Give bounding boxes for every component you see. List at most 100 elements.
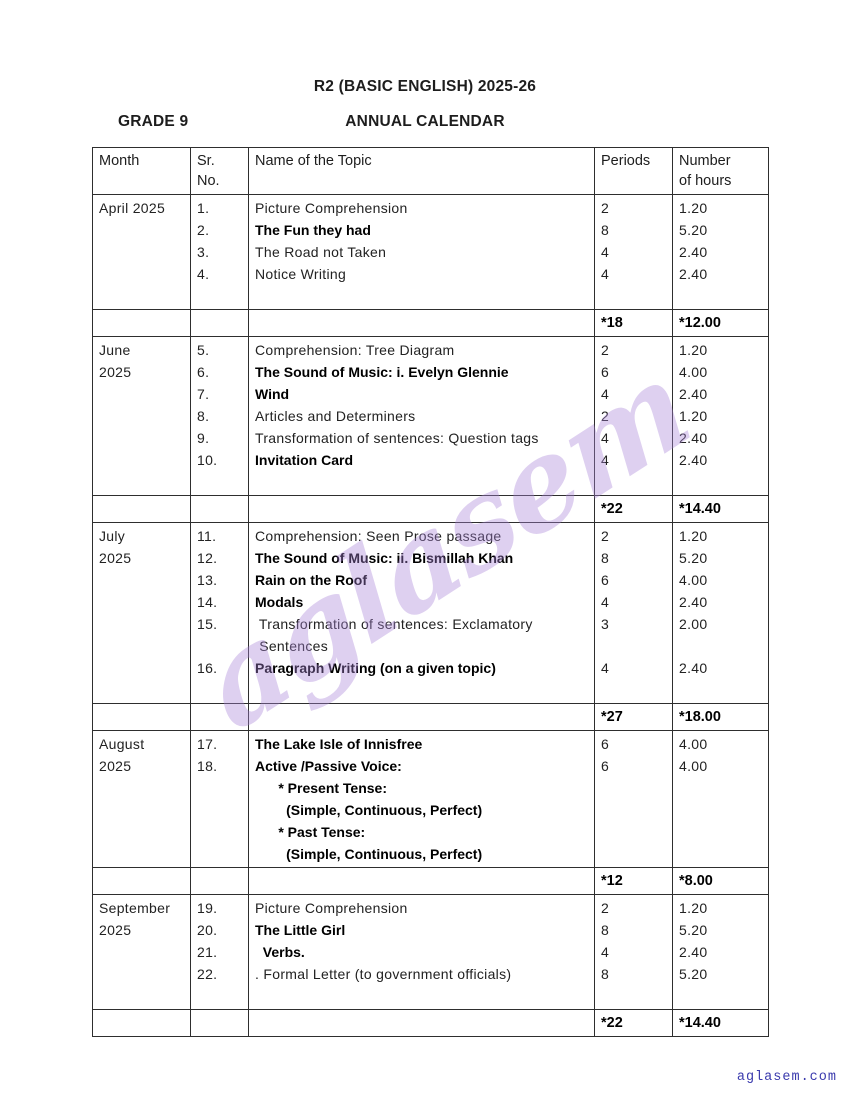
topic-line: Picture Comprehension — [255, 200, 408, 216]
topic-line — [255, 679, 588, 701]
topic-line: The Sound of Music: i. Evelyn Glennie — [255, 364, 509, 380]
annual-calendar-title: ANNUAL CALENDAR — [345, 113, 505, 130]
total-periods-cell: *22 — [594, 1009, 673, 1037]
total-hours-cell: *18.00 — [672, 703, 769, 731]
month-cell: July 2025 — [92, 522, 191, 704]
sr-no-line: 20. — [197, 922, 218, 938]
month-row: September 2025 19. 20. 21. 22. Picture Compre… — [92, 894, 769, 1010]
hours-cell: 4.00 4.00 — [672, 730, 769, 868]
header-row: Month Sr. No. Name of the Topic Periods … — [92, 147, 769, 195]
topic-line: Notice Writing — [255, 266, 347, 282]
sr-no-line — [197, 799, 242, 821]
total-topic-value — [255, 498, 588, 520]
sr-no-line: 22. — [197, 966, 218, 982]
header-periods-label: Periods — [601, 153, 651, 169]
periods-line: 2 — [601, 528, 610, 544]
total-topic-value — [255, 1012, 588, 1034]
annual-calendar-table: Month Sr. No. Name of the Topic Periods … — [92, 147, 769, 1037]
header-sr-no: Sr. No. — [190, 147, 249, 195]
header-hours-line1: Number — [679, 153, 731, 169]
month-row: June 2025 5. 6. 7. 8. 9. 10. Comprehension: Tre… — [92, 336, 769, 496]
hours-line: 2.40 — [679, 430, 708, 446]
topic-line: Comprehension: Seen Prose passage — [255, 528, 502, 544]
month-line: June — [99, 342, 131, 358]
hours-line: 2.40 — [679, 594, 708, 610]
total-topic-cell — [248, 495, 595, 523]
total-srno-value — [197, 1012, 242, 1034]
month-cell: April 2025 — [92, 194, 191, 310]
periods-line — [601, 471, 666, 493]
total-srno-value — [197, 870, 242, 892]
month-row: August 2025 17. 18. The Lake Isle of Innisf… — [92, 730, 769, 868]
periods-cell: 2 8 6 4 3 4 — [594, 522, 673, 704]
topic-cell: Comprehension: Seen Prose passage The Sou… — [248, 522, 595, 704]
topic-line: The Fun they had — [255, 222, 371, 238]
month-line: August — [99, 736, 145, 752]
total-srno-value — [197, 706, 242, 728]
sr-no-cell: 1. 2. 3. 4. — [190, 194, 249, 310]
total-month-cell — [92, 495, 191, 523]
periods-line: 4 — [601, 594, 610, 610]
topic-cell: The Lake Isle of Innisfree Active /Passiv… — [248, 730, 595, 868]
total-hours-value: *8.00 — [679, 873, 713, 889]
total-hours-value: *14.40 — [679, 1015, 721, 1031]
total-periods-value: *22 — [601, 1015, 623, 1031]
topic-line — [255, 985, 588, 1007]
periods-line: 3 — [601, 616, 610, 632]
periods-line: 8 — [601, 922, 610, 938]
sr-no-line — [197, 777, 242, 799]
month-line: 2025 — [99, 922, 132, 938]
periods-cell: 2 8 4 8 — [594, 894, 673, 1010]
sr-no-cell: 5. 6. 7. 8. 9. 10. — [190, 336, 249, 496]
total-month-value — [99, 498, 184, 520]
sr-no-line — [197, 821, 242, 843]
month-line: 2025 — [99, 758, 132, 774]
sr-no-line: 11. — [197, 528, 217, 544]
month-line: September — [99, 900, 171, 916]
hours-cell: 1.20 5.20 4.00 2.40 2.00 2.40 — [672, 522, 769, 704]
hours-line: 1.20 — [679, 900, 708, 916]
periods-line: 4 — [601, 430, 610, 446]
topic-line: . Formal Letter (to government officials… — [255, 966, 512, 982]
table-header: Month Sr. No. Name of the Topic Periods … — [92, 147, 769, 195]
header-topic-label: Name of the Topic — [255, 153, 372, 169]
hours-line: 2.00 — [679, 616, 708, 632]
sr-no-line: 7. — [197, 386, 210, 402]
hours-line: 1.20 — [679, 200, 708, 216]
sr-no-line: 4. — [197, 266, 210, 282]
periods-line — [601, 821, 666, 843]
total-row: *27 *18.00 — [92, 703, 769, 731]
topic-line: Transformation of sentences: Exclamatory — [255, 616, 533, 632]
sr-no-line: 1. — [197, 200, 210, 216]
topic-cell: Picture Comprehension The Fun they had The… — [248, 194, 595, 310]
sr-no-line — [197, 285, 242, 307]
topic-line: The Little Girl — [255, 922, 346, 938]
total-srno-cell — [190, 495, 249, 523]
topic-line — [255, 471, 588, 493]
total-periods-value: *18 — [601, 315, 623, 331]
table-body: April 2025 1. 2. 3. 4. Picture Comprehension… — [92, 194, 769, 1037]
topic-line: (Simple, Continuous, Perfect) — [255, 802, 483, 818]
sr-no-line — [197, 635, 242, 657]
hours-line: 2.40 — [679, 266, 708, 282]
periods-line: 2 — [601, 900, 610, 916]
topic-line: Invitation Card — [255, 452, 354, 468]
hours-line — [679, 777, 762, 799]
periods-line — [601, 799, 666, 821]
hours-line — [679, 285, 762, 307]
total-topic-value — [255, 870, 588, 892]
periods-line: 4 — [601, 266, 610, 282]
hours-line: 2.40 — [679, 660, 708, 676]
periods-line — [601, 635, 666, 657]
sr-no-line — [197, 843, 242, 865]
total-row: *18 *12.00 — [92, 309, 769, 337]
hours-line: 1.20 — [679, 342, 708, 358]
sr-no-line: 21. — [197, 944, 218, 960]
footer-site-link[interactable]: aglasem.com — [736, 1070, 837, 1085]
total-periods-cell: *18 — [594, 309, 673, 337]
total-month-cell — [92, 1009, 191, 1037]
periods-line — [601, 679, 666, 701]
total-srno-cell — [190, 703, 249, 731]
